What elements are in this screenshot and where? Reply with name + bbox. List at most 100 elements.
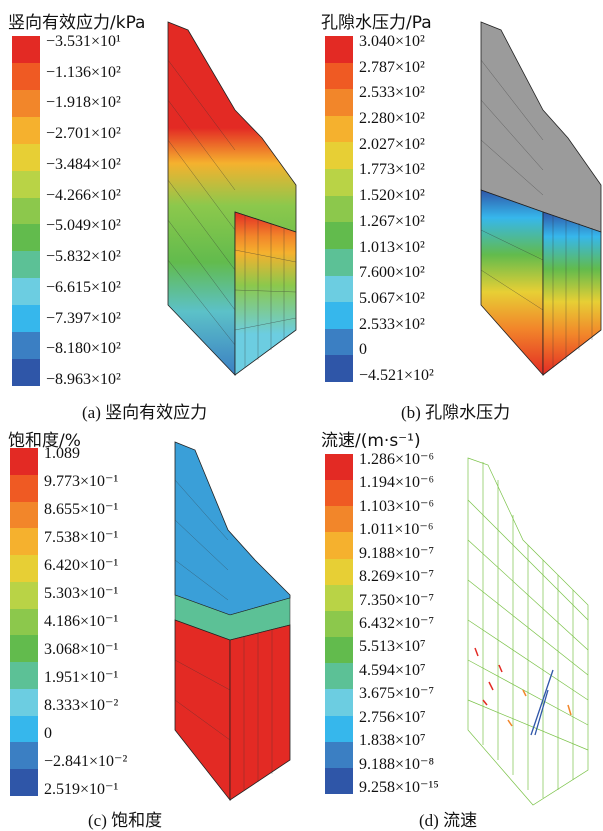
legend-swatch bbox=[325, 480, 353, 507]
legend-swatch bbox=[325, 532, 353, 560]
color-legend: 3.040×10² 2.787×10² 2.533×10² 2.280×10² 2.02… bbox=[325, 33, 500, 384]
legend-tick-label: 9.188×10⁻⁸ bbox=[359, 755, 435, 773]
legend-tick-label: 3.675×10⁻⁷ bbox=[359, 685, 435, 703]
legend-tick-label: −3.531×10¹ bbox=[46, 33, 121, 50]
panel-caption: (b) 孔隙水压力 bbox=[401, 403, 511, 422]
legend-swatch bbox=[325, 506, 353, 533]
legend-tick-label: 8.333×10⁻² bbox=[44, 697, 119, 714]
legend-tick-label: 7.600×10² bbox=[359, 264, 425, 282]
legend-tick-label: 3.040×10² bbox=[359, 33, 425, 50]
legend-tick-label: 6.432×10⁻⁷ bbox=[359, 615, 435, 632]
legend-tick-label: −8.963×10² bbox=[46, 371, 121, 388]
legend-tick-label: 7.350×10⁻⁷ bbox=[359, 591, 435, 609]
legend-swatch bbox=[325, 275, 353, 303]
legend-tick-label: 2.756×10⁷ bbox=[359, 708, 426, 726]
legend-swatch bbox=[12, 170, 40, 199]
legend-tick-label: 1.103×10⁻⁶ bbox=[359, 497, 435, 515]
legend-tick-label: 5.513×10⁷ bbox=[359, 638, 426, 656]
panel-saturation: 饱和度/% 1.089 9.773×10⁻¹ 8.655×10⁻¹ 7.538×10⁻… bbox=[0, 420, 300, 830]
panel-pore-water-pressure: 孔隙水压力/Pa 3.040×10² 2.787×10² 2.533×10² 2.28… bbox=[303, 0, 603, 422]
panel-caption: (a) 竖向有效应力 bbox=[82, 403, 208, 422]
legend-tick-label: 1.520×10² bbox=[359, 187, 425, 205]
legend-swatch bbox=[10, 688, 38, 717]
legend-tick-label: 1.951×10⁻¹ bbox=[44, 669, 119, 686]
legend-tick-label: −2.701×10² bbox=[46, 125, 121, 143]
legend-swatch bbox=[12, 62, 40, 91]
legend-swatch bbox=[10, 608, 38, 636]
legend-swatch bbox=[12, 116, 40, 145]
legend-tick-label: 1.838×10⁷ bbox=[359, 732, 426, 750]
legend-tick-label: 1.089 bbox=[44, 445, 80, 462]
legend-swatch bbox=[325, 767, 353, 795]
legend-tick-label: 9.188×10⁻⁷ bbox=[359, 544, 435, 562]
legend-title: 流速/(m·s⁻¹) bbox=[321, 431, 421, 451]
legend-tick-label: 1.011×10⁻⁶ bbox=[359, 521, 434, 539]
legend-tick-label: −2.841×10⁻² bbox=[44, 753, 128, 770]
legend-swatch bbox=[325, 558, 353, 586]
legend-swatch bbox=[10, 448, 38, 476]
legend-tick-label: 4.186×10⁻¹ bbox=[44, 613, 119, 630]
legend-tick-label: −1.918×10² bbox=[46, 94, 121, 112]
legend-swatch bbox=[325, 36, 353, 64]
panel-caption: (d) 流速 bbox=[419, 811, 478, 830]
legend-swatch bbox=[325, 328, 353, 356]
legend-swatch bbox=[325, 689, 353, 717]
legend-tick-label: 1.013×10² bbox=[359, 238, 425, 256]
flow-velocity-mesh bbox=[467, 457, 589, 806]
panel-caption: (c) 饱和度 bbox=[88, 811, 163, 830]
legend-tick-label: −5.832×10² bbox=[46, 248, 121, 266]
panel-vertical-effective-stress: 竖向有效应力/kPa −3.531×10¹ −1.136×10² −1.918×10… bbox=[0, 0, 300, 422]
legend-swatch bbox=[12, 143, 40, 172]
legend-title: 饱和度/% bbox=[8, 431, 81, 451]
legend-tick-label: 1.286×10⁻⁶ bbox=[359, 451, 435, 468]
legend-swatch bbox=[12, 332, 40, 360]
legend-swatch bbox=[10, 501, 38, 529]
legend-swatch bbox=[325, 248, 353, 277]
legend-tick-label: 8.655×10⁻¹ bbox=[44, 501, 119, 518]
pore-pressure-contour-model bbox=[480, 21, 602, 377]
legend-tick-label: 0 bbox=[44, 725, 52, 742]
legend-swatch bbox=[10, 581, 38, 610]
saturation-contour-model bbox=[174, 441, 291, 802]
legend-tick-label: 4.594×10⁷ bbox=[359, 661, 426, 679]
legend-tick-label: −4.521×10² bbox=[359, 367, 434, 384]
legend-tick-label: 1.267×10² bbox=[359, 212, 425, 230]
legend-swatch bbox=[10, 742, 38, 770]
legend-tick-label: 7.538×10⁻¹ bbox=[44, 529, 119, 546]
legend-tick-label: 5.067×10² bbox=[359, 289, 425, 307]
legend-tick-label: 2.280×10² bbox=[359, 110, 425, 128]
stress-contour-model bbox=[167, 21, 297, 376]
legend-swatch bbox=[325, 89, 353, 117]
legend-tick-label: 3.068×10⁻¹ bbox=[44, 641, 119, 658]
legend-tick-label: 2.787×10² bbox=[359, 58, 425, 76]
legend-swatch bbox=[325, 142, 353, 170]
legend-swatch bbox=[325, 454, 353, 481]
legend-tick-label: 2.027×10² bbox=[359, 135, 425, 153]
color-legend: 1.089 9.773×10⁻¹ 8.655×10⁻¹ 7.538×10⁻¹ 6.420… bbox=[10, 445, 180, 798]
legend-swatch bbox=[325, 115, 353, 143]
legend-swatch bbox=[325, 62, 353, 90]
legend-tick-label: 5.303×10⁻¹ bbox=[44, 585, 119, 602]
legend-swatch bbox=[325, 302, 353, 330]
legend-swatch bbox=[325, 355, 353, 383]
panel-flow-velocity: 流速/(m·s⁻¹) 1.286×10⁻⁶ 1.194×10⁻⁶ 1.103×10⁻… bbox=[303, 420, 603, 830]
legend-swatch bbox=[10, 474, 38, 503]
legend-tick-label: 2.533×10² bbox=[359, 315, 425, 333]
legend-tick-label: 0 bbox=[359, 341, 367, 359]
legend-swatch bbox=[325, 637, 353, 664]
legend-swatch bbox=[12, 251, 40, 279]
legend-swatch bbox=[325, 195, 353, 223]
legend-swatch bbox=[325, 715, 353, 743]
legend-tick-label: 9.258×10⁻¹⁵ bbox=[359, 779, 439, 796]
legend-tick-label: −3.484×10² bbox=[46, 155, 121, 173]
legend-swatch bbox=[12, 305, 40, 333]
legend-tick-label: −1.136×10² bbox=[46, 63, 121, 81]
legend-swatch bbox=[10, 769, 38, 797]
legend-tick-label: −5.049×10² bbox=[46, 217, 121, 235]
legend-tick-label: −4.266×10² bbox=[46, 186, 121, 204]
legend-tick-label: −7.397×10² bbox=[46, 309, 121, 327]
legend-swatch bbox=[10, 662, 38, 690]
legend-swatch bbox=[325, 741, 353, 769]
legend-swatch bbox=[325, 610, 353, 638]
legend-swatch bbox=[12, 224, 40, 252]
